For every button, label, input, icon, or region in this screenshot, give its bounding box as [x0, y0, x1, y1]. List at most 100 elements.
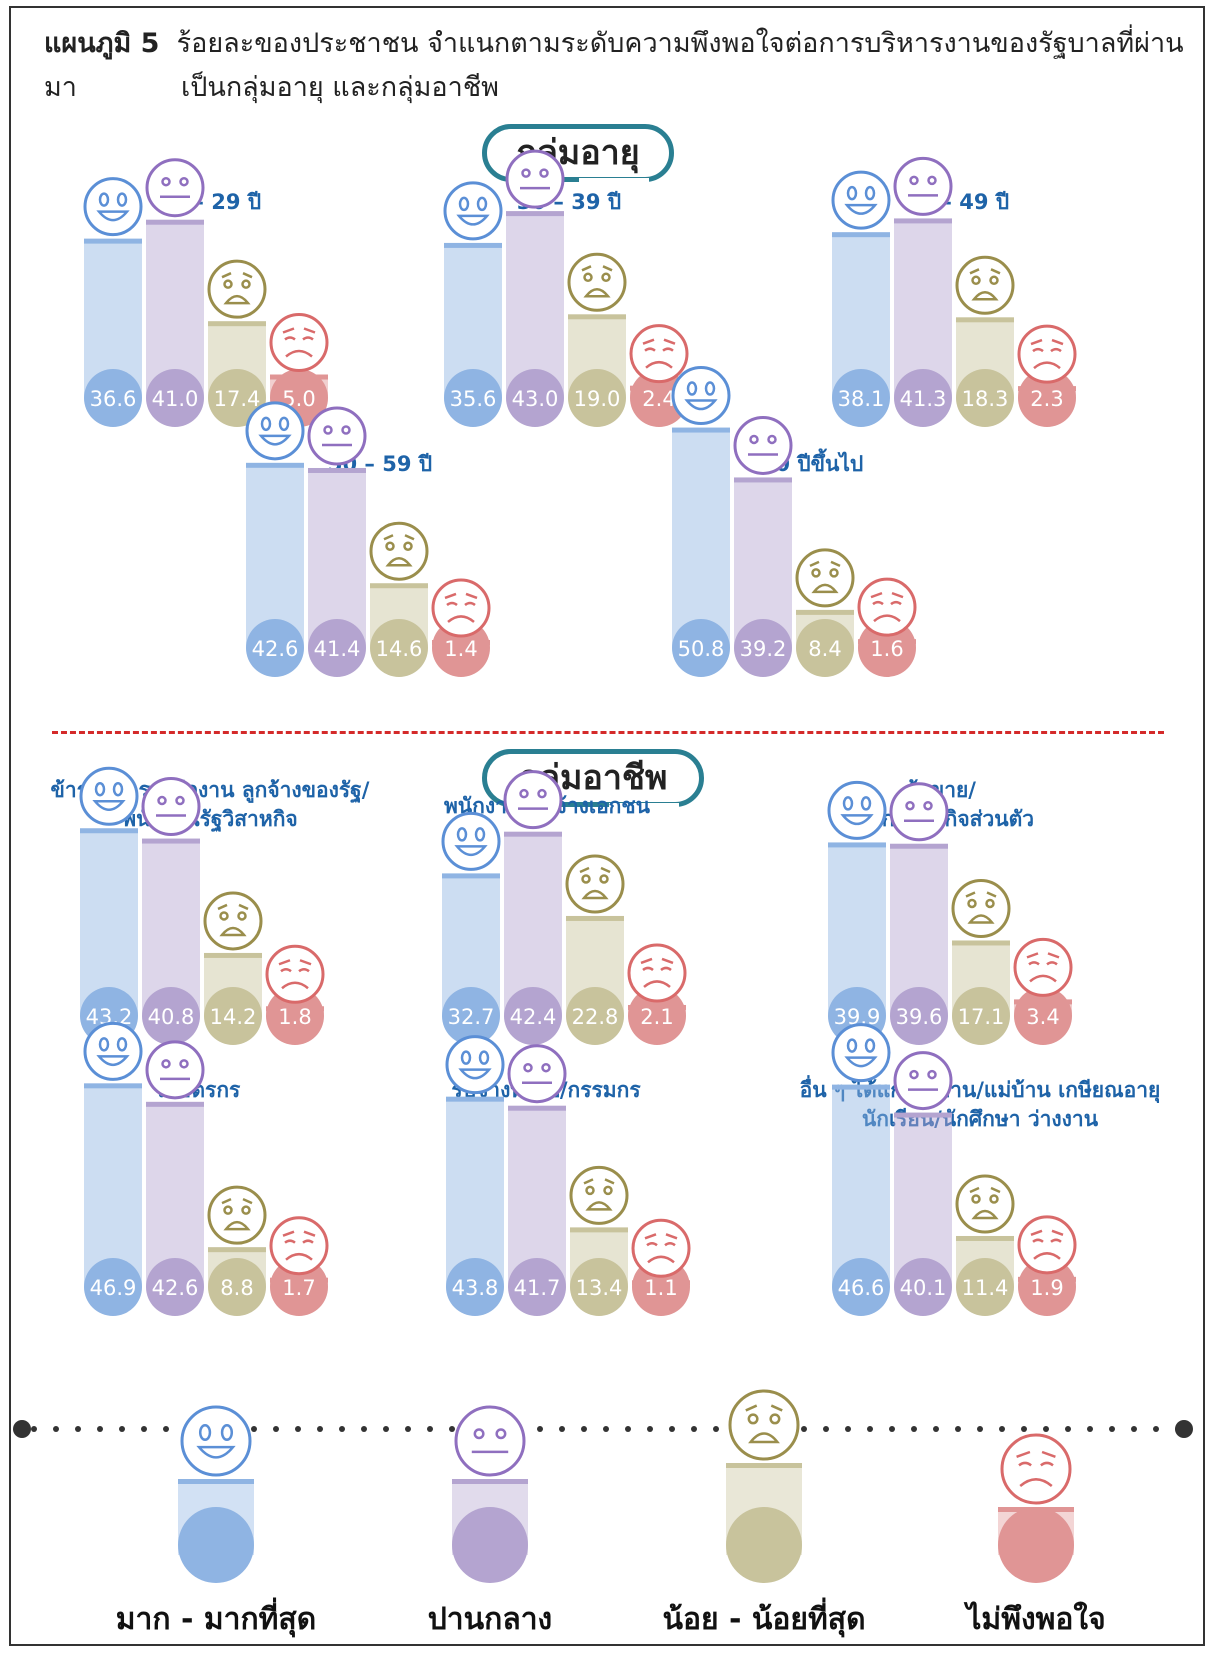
bar-most: 43.8 [445, 1035, 505, 1316]
value-circle [628, 987, 686, 1045]
value-label: 18.3 [962, 387, 1009, 411]
dot [163, 1426, 169, 1432]
value-label: 43.0 [512, 387, 559, 411]
dot [955, 1426, 961, 1432]
figure-frame [9, 6, 1205, 1646]
smile-face-icon [245, 401, 305, 461]
dot [823, 1426, 829, 1432]
frown-face-icon [1017, 1215, 1077, 1275]
bar-least: 8.8 [207, 1185, 267, 1316]
value-circle [444, 369, 502, 427]
smile-face-icon [671, 366, 731, 426]
value-label: 42.6 [252, 637, 299, 661]
bar-most: 32.7 [441, 811, 501, 1045]
dot [1131, 1426, 1137, 1432]
value-label: 40.1 [900, 1276, 947, 1300]
value-label: 1.7 [282, 1276, 315, 1300]
value-circle [142, 987, 200, 1045]
dot [273, 1426, 279, 1432]
value-label: 14.2 [210, 1005, 257, 1029]
bar-dissatisfied: 1.8 [265, 944, 325, 1045]
dotline-end-left [13, 1420, 31, 1438]
dot [889, 1426, 895, 1432]
bar-body [246, 464, 304, 648]
worried-face-icon [207, 1185, 267, 1245]
dot [53, 1426, 59, 1432]
dot [603, 1426, 609, 1432]
bar-cap [146, 219, 204, 225]
value-circle [952, 987, 1010, 1045]
neutral-face-icon [505, 149, 565, 209]
value-circle [146, 1258, 204, 1316]
bar-most: 46.9 [83, 1021, 143, 1316]
bar-moderate: 42.4 [503, 770, 563, 1045]
value-circle [208, 1258, 266, 1316]
dot [691, 1426, 697, 1432]
value-label: 2.3 [1030, 387, 1063, 411]
legend-item-moderate [452, 1405, 528, 1583]
worried-face-icon [203, 891, 263, 951]
value-label: 1.8 [278, 1005, 311, 1029]
frown-face-icon [629, 324, 689, 384]
legend-label-least: น้อย - น้อยที่สุด [662, 1602, 866, 1637]
value-circle [858, 619, 916, 677]
dot [625, 1426, 631, 1432]
value-label: 2.4 [642, 387, 675, 411]
mini-bar-chart: 35.6 43.0 19.0 2.4 [443, 149, 689, 427]
worried-face-icon [955, 255, 1015, 315]
figure-number: แผนภูมิ 5 [44, 28, 160, 59]
bar-dissatisfied: 2.1 [627, 943, 687, 1045]
bar-most: 35.6 [443, 181, 503, 427]
bar-cap [672, 427, 730, 433]
dot [383, 1426, 389, 1432]
value-circle [370, 619, 428, 677]
value-circle [1014, 987, 1072, 1045]
mini-bar-chart: 42.6 41.4 14.6 1.4 [245, 401, 491, 677]
legend-circle [726, 1507, 802, 1583]
bar-least: 14.6 [369, 521, 429, 677]
mini-bar-chart: 46.6 40.1 11.4 1.9 [831, 1023, 1077, 1316]
bar-dissatisfied: 1.4 [431, 578, 491, 677]
dot [31, 1426, 37, 1432]
bar-moderate: 41.7 [507, 1044, 567, 1316]
smile-face-icon [831, 1023, 891, 1083]
value-circle [204, 987, 262, 1045]
bar-most: 50.8 [671, 366, 731, 677]
dot [405, 1426, 411, 1432]
value-circle [566, 987, 624, 1045]
bar-cap [246, 462, 304, 468]
value-label: 46.6 [838, 1276, 885, 1300]
bar-cap [442, 873, 500, 879]
value-circle [568, 369, 626, 427]
bar-cap [508, 1105, 566, 1111]
bar-dissatisfied: 1.6 [857, 577, 917, 677]
neutral-face-icon [893, 1051, 953, 1111]
smile-face-icon [83, 177, 143, 237]
value-circle [796, 619, 854, 677]
value-circle [446, 1258, 504, 1316]
bar-body [84, 1085, 142, 1287]
worried-face-icon [207, 259, 267, 319]
bar-least: 17.4 [207, 259, 267, 427]
bar-cap [504, 831, 562, 837]
value-label: 1.1 [644, 1276, 677, 1300]
figure-title: แผนภูมิ 5 ร้อยละของประชาชน จำแนกตามระดับ… [44, 22, 1184, 110]
value-circle [84, 369, 142, 427]
value-circle [504, 987, 562, 1045]
bar-most: 38.1 [831, 170, 891, 427]
bar-cap [204, 952, 262, 958]
smile-face-icon [827, 780, 887, 840]
bar-moderate: 41.0 [145, 158, 205, 427]
dot [361, 1426, 367, 1432]
frown-face-icon [1017, 324, 1077, 384]
smile-face-icon [445, 1035, 505, 1095]
value-circle [246, 619, 304, 677]
bar-body [506, 213, 564, 398]
value-label: 41.3 [900, 387, 947, 411]
bar-cap [208, 1247, 266, 1253]
dot [1021, 1426, 1027, 1432]
legend-label-dissatisfied: ไม่พึงพอใจ [966, 1602, 1106, 1637]
legend-circle [998, 1507, 1074, 1583]
age-section-heading: กลุ่มอายุ [482, 124, 674, 184]
bar-most: 46.6 [831, 1023, 891, 1316]
